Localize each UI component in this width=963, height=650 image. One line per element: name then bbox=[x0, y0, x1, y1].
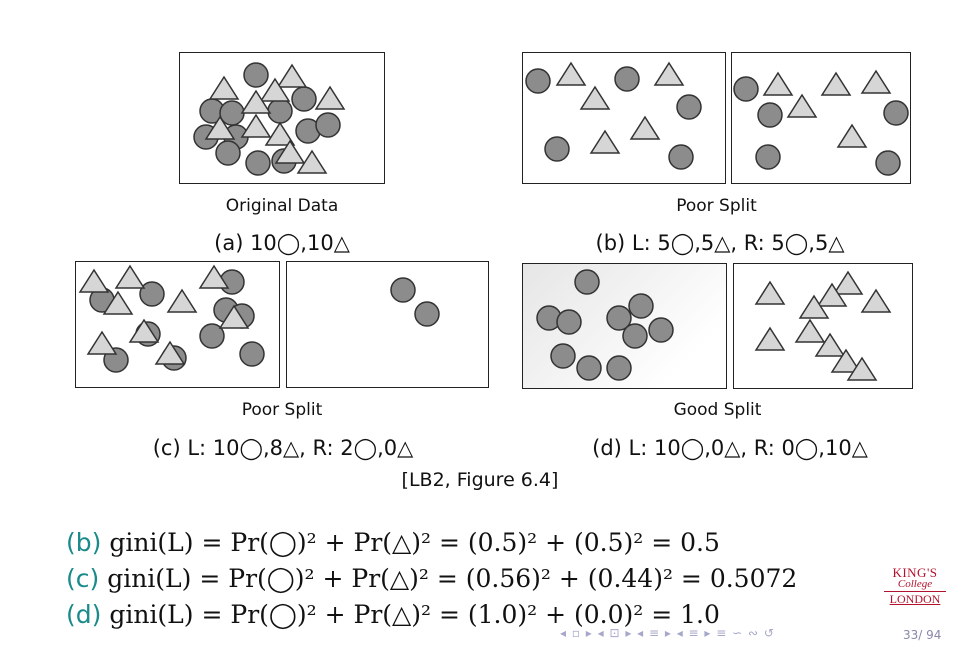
panel-d-right-shapes bbox=[754, 270, 892, 381]
panel-b-right-shapes bbox=[733, 69, 909, 176]
panel-a-inner-label: Original Data bbox=[225, 196, 339, 216]
equation-c-label: (c) bbox=[66, 564, 100, 593]
panel-b-right bbox=[731, 52, 911, 184]
panel-b-left bbox=[522, 52, 726, 184]
equation-b: (b) gini(L) = Pr(◯)² + Pr(△)² = (0.5)² +… bbox=[66, 528, 720, 557]
panel-d-left-circles bbox=[536, 269, 674, 381]
panel-a-triangles bbox=[204, 63, 346, 174]
equation-d-text: gini(L) = Pr(◯)² + Pr(△)² = (1.0)² + (0.… bbox=[101, 600, 720, 629]
panel-b-right-circles bbox=[733, 76, 909, 176]
panel-b-left-circles bbox=[525, 66, 702, 170]
logo-line-1: KING'S bbox=[892, 565, 938, 580]
page-number: 33/ 94 bbox=[903, 628, 942, 642]
panel-c-caption: (c) L: 10◯,8△, R: 2◯,0△ bbox=[152, 436, 414, 460]
equation-d-label: (d) bbox=[66, 600, 102, 629]
panel-d-right-triangles bbox=[754, 270, 892, 381]
panel-a-caption: (a) 10◯,10△ bbox=[214, 231, 350, 255]
panel-c-right bbox=[286, 261, 489, 388]
equation-c-text: gini(L) = Pr(◯)² + Pr(△)² = (0.56)² + (0… bbox=[99, 564, 798, 593]
equation-d: (d) gini(L) = Pr(◯)² + Pr(△)² = (1.0)² +… bbox=[66, 600, 720, 629]
panel-b-inner-label: Poor Split bbox=[676, 196, 757, 216]
panel-d-inner-label: Good Split bbox=[673, 400, 762, 420]
panel-b-right-triangles bbox=[762, 69, 892, 148]
panel-c-right-shapes bbox=[390, 277, 440, 327]
panel-a-shapes bbox=[193, 62, 346, 176]
logo-line-2: College bbox=[897, 578, 933, 590]
panel-c-right-circles bbox=[390, 277, 440, 327]
panel-d-left bbox=[522, 263, 727, 389]
panel-c-left bbox=[75, 261, 280, 388]
panel-b-left-triangles bbox=[555, 61, 685, 154]
logo-line-3: LONDON bbox=[884, 591, 946, 605]
figure-reference: [LB2, Figure 6.4] bbox=[401, 469, 559, 491]
panel-d-right bbox=[733, 263, 913, 389]
beamer-navigation-controls[interactable]: ◂ ▫ ▸ ◂ ⊡ ▸ ◂ ≡ ▸ ◂ ≡ ▸ ≡ ∽ ∾ ↺ bbox=[560, 626, 775, 640]
panel-c-inner-label: Poor Split bbox=[241, 400, 323, 420]
panel-b-caption: (b) L: 5◯,5△, R: 5◯,5△ bbox=[595, 231, 845, 255]
equation-b-label: (b) bbox=[66, 528, 102, 557]
equation-c: (c) gini(L) = Pr(◯)² + Pr(△)² = (0.56)² … bbox=[66, 564, 797, 593]
panel-d-left-shapes bbox=[536, 269, 674, 381]
equation-b-text: gini(L) = Pr(◯)² + Pr(△)² = (0.5)² + (0.… bbox=[101, 528, 720, 557]
panel-c-left-shapes bbox=[78, 264, 265, 373]
panel-d-caption: (d) L: 10◯,0△, R: 0◯,10△ bbox=[592, 436, 868, 460]
panel-a-circles bbox=[193, 62, 341, 176]
panel-c-left-triangles bbox=[78, 264, 250, 365]
panel-a-original-data bbox=[179, 52, 385, 184]
panel-b-left-shapes bbox=[525, 61, 702, 170]
kings-college-london-logo: KING'S College LONDON bbox=[884, 566, 946, 605]
